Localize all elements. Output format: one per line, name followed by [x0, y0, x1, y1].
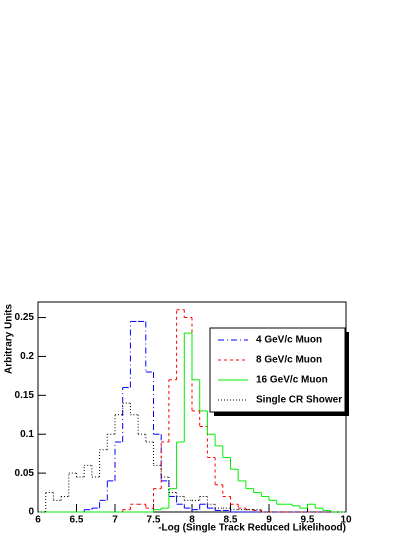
hist-connector	[153, 333, 332, 512]
legend-label: 16 GeV/c Muon	[256, 375, 328, 386]
y-tick-label: 0	[28, 507, 34, 518]
x-tick-label: 9.5	[301, 515, 315, 526]
legend-label: 8 GeV/c Muon	[256, 355, 322, 366]
legend-label: Single CR Shower	[256, 395, 342, 406]
x-tick-label: 6	[35, 515, 41, 526]
x-tick-label: 10	[340, 515, 352, 526]
x-tick-label: 6.5	[70, 515, 84, 526]
x-tick-label: 9	[266, 515, 272, 526]
hist-connector	[45, 403, 262, 512]
legend-box	[209, 327, 346, 413]
hist-connector	[122, 309, 262, 512]
y-tick-label: 0.25	[15, 312, 35, 323]
y-tick-label: 0.05	[15, 468, 35, 479]
x-tick-label: 8	[189, 515, 195, 526]
x-tick-label: 8.5	[224, 515, 238, 526]
x-axis-label: -Log (Single Track Reduced Likelihood)	[158, 523, 346, 534]
hist-connector	[83, 321, 231, 512]
x-tick-label: 7.5	[147, 515, 161, 526]
y-tick-label: 0.2	[20, 351, 34, 362]
x-tick-label: 7	[112, 515, 118, 526]
y-tick-label: 0.15	[15, 390, 35, 401]
legend-label: 4 GeV/c Muon	[256, 335, 322, 346]
y-axis-label: Arbitrary Units	[4, 304, 15, 374]
y-tick-label: 0.1	[20, 429, 34, 440]
